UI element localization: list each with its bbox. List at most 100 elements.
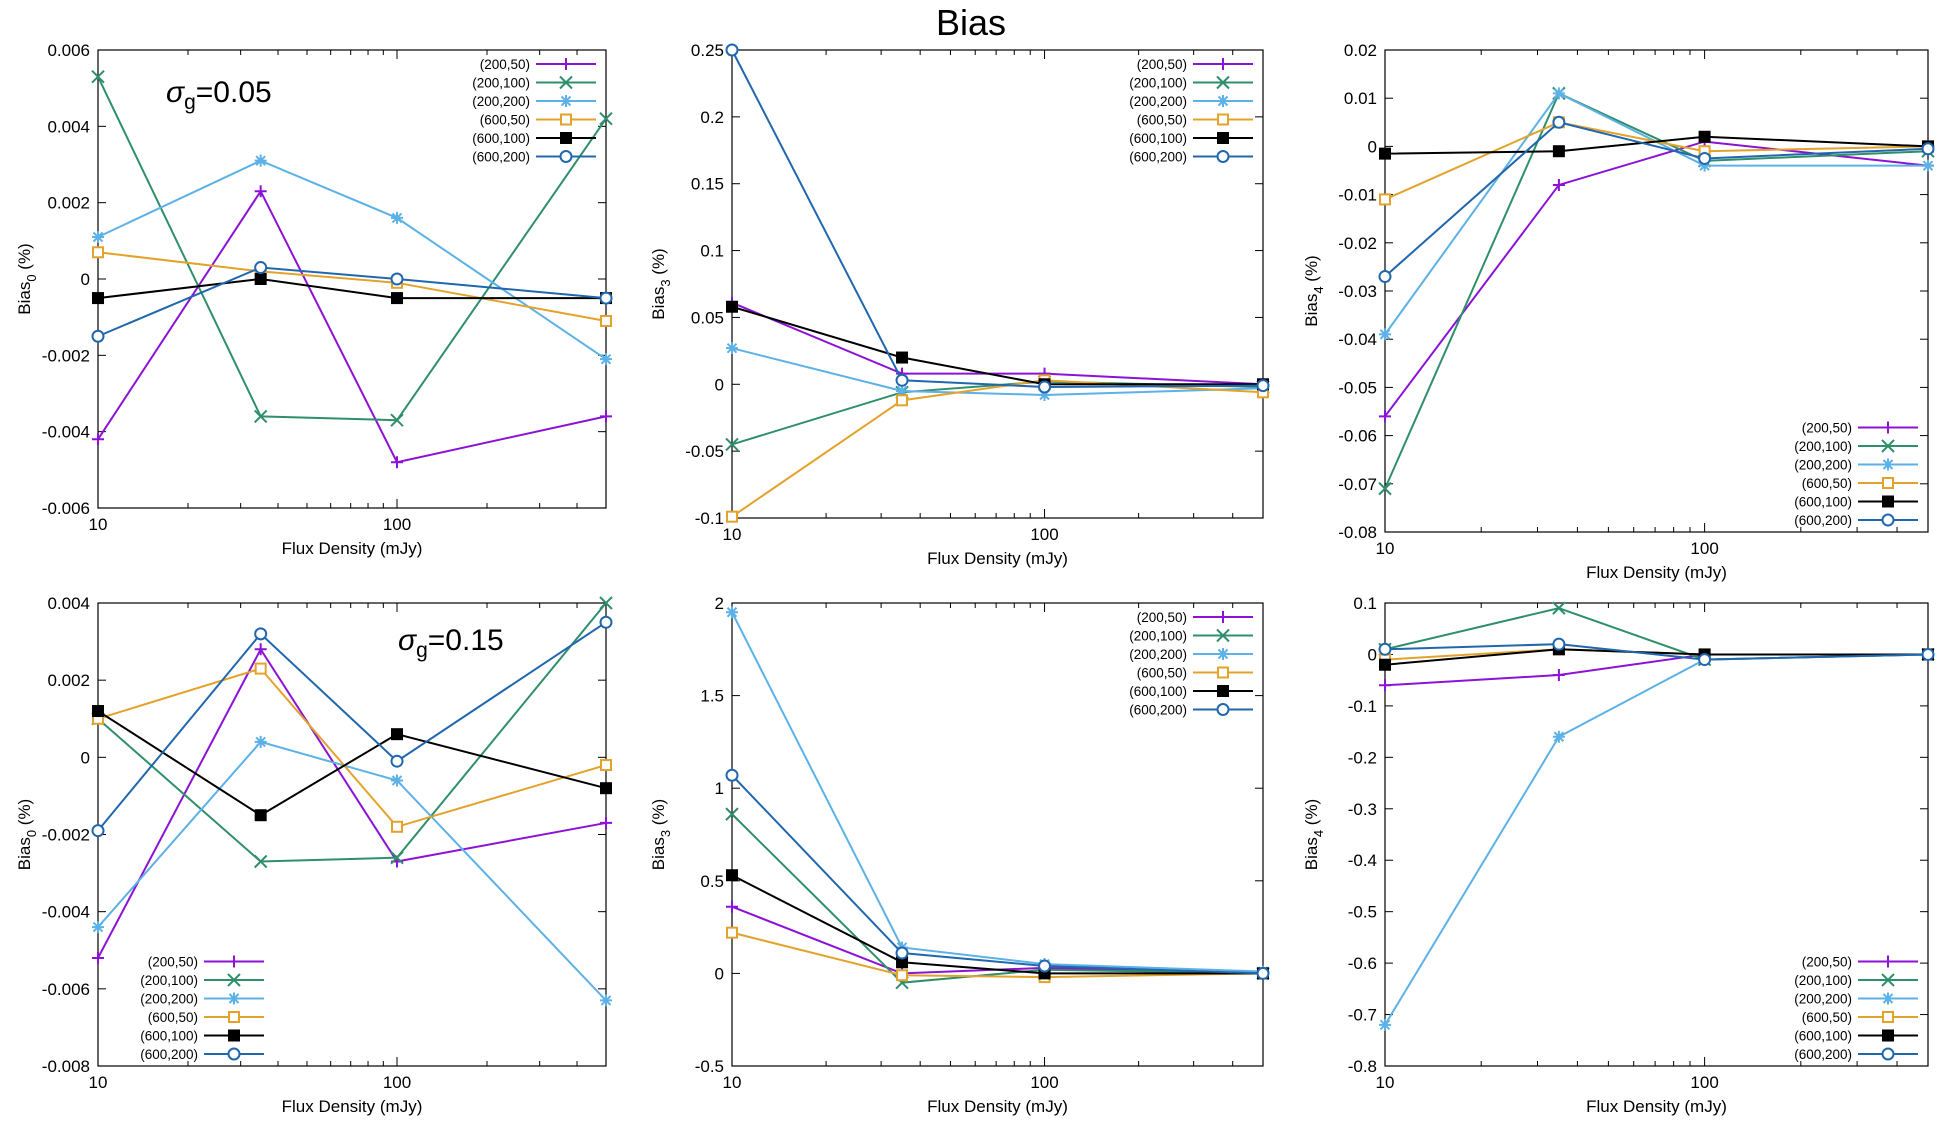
legend-label: (600,100)	[1129, 131, 1187, 146]
x-tick-label: 10	[723, 525, 742, 544]
x-axis-label: Flux Density (mJy)	[927, 549, 1068, 568]
data-point	[390, 413, 404, 427]
legend-marker	[560, 113, 572, 126]
data-point	[896, 351, 909, 364]
y-tick-label: 0.2	[700, 108, 724, 127]
series-200-50	[1379, 135, 1934, 423]
legend-label: (200,200)	[1794, 992, 1852, 1007]
y-tick-label: -0.6	[1348, 954, 1377, 973]
data-point	[254, 154, 267, 167]
sigma-annotation: σg=0.15	[398, 624, 504, 662]
y-tick-label: 0.1	[700, 242, 724, 261]
x-tick-label: 10	[89, 515, 108, 534]
x-axis-label: Flux Density (mJy)	[282, 539, 423, 558]
y-tick-label: -0.03	[1338, 282, 1377, 301]
y-axis-label: Bias4 (%)	[1302, 255, 1326, 326]
y-tick-label: -0.08	[1338, 523, 1377, 542]
x-tick-label: 100	[1030, 525, 1058, 544]
series-line	[731, 611, 1264, 973]
legend-label: (200,50)	[1802, 421, 1852, 436]
data-point	[1038, 380, 1052, 394]
y-tick-label: -0.2	[1348, 748, 1377, 767]
series-line	[97, 602, 607, 863]
series-line	[731, 301, 1264, 386]
legend-label: (200,200)	[1129, 94, 1187, 109]
plot-frame	[731, 602, 1264, 1067]
legend-marker	[1882, 955, 1894, 968]
data-point	[1552, 637, 1566, 651]
data-point	[725, 437, 739, 452]
series-line	[1384, 135, 1929, 155]
series-line	[97, 266, 607, 338]
y-tick-label: -0.1	[1348, 697, 1377, 716]
legend-label: (600,200)	[472, 150, 530, 165]
y-axis-label: Bias0 (%)	[15, 243, 39, 314]
data-point	[1552, 178, 1565, 191]
x-tick-label: 10	[89, 1073, 108, 1092]
y-tick-label: 0.15	[691, 175, 724, 194]
y-tick-label: -0.7	[1348, 1006, 1377, 1025]
legend-label: (200,100)	[140, 973, 198, 988]
data-point	[254, 809, 267, 822]
legend-label: (600,200)	[1794, 1047, 1852, 1062]
data-point	[895, 946, 909, 960]
data-point	[725, 807, 739, 821]
data-point	[390, 754, 404, 768]
y-tick-label: 0.1	[1353, 594, 1377, 613]
data-point	[1038, 388, 1051, 401]
legend-label: (600,50)	[1137, 666, 1187, 681]
y-tick-label: 1	[715, 779, 724, 798]
series-200-100	[91, 596, 613, 869]
series-line	[97, 667, 607, 828]
data-point	[254, 261, 268, 275]
legend-label: (200,200)	[1794, 458, 1852, 473]
x-tick-label: 100	[383, 1073, 411, 1092]
legend: (200,50) (200,100) (200,200) (600,50) (600,1…	[140, 955, 264, 1062]
legend-label: (600,100)	[1794, 495, 1852, 510]
data-point	[391, 728, 404, 741]
data-point	[599, 111, 613, 126]
legend-marker	[228, 1011, 240, 1023]
data-point	[253, 409, 268, 424]
legend-marker	[1882, 458, 1894, 471]
chart-panel-4: -0.008 -0.006 -0.004 -0.002 0 0.002 0.004 10 100…	[15, 594, 613, 1116]
series-line	[1384, 653, 1928, 687]
data-point	[1379, 679, 1391, 692]
data-point	[390, 272, 404, 286]
data-point	[1379, 658, 1391, 671]
series-line	[1384, 643, 1929, 661]
plot-frame	[731, 49, 1264, 519]
y-tick-label: -0.01	[1338, 186, 1377, 205]
legend-marker	[1217, 685, 1229, 697]
y-tick-label: -0.06	[1338, 427, 1377, 446]
y-tick-label: 0.02	[1344, 41, 1377, 60]
series-600-100	[92, 273, 612, 305]
y-tick-label: -0.3	[1348, 800, 1377, 819]
series-200-50	[92, 643, 612, 964]
legend-label: (200,100)	[1129, 629, 1187, 644]
series-600-200	[91, 261, 613, 343]
data-point	[1378, 270, 1392, 284]
series-line	[1384, 140, 1929, 417]
data-point	[599, 615, 613, 629]
legend-label: (200,200)	[1129, 647, 1187, 662]
y-tick-label: 0.004	[47, 594, 90, 613]
y-tick-label: -0.004	[42, 423, 90, 442]
y-tick-label: 0	[715, 375, 724, 394]
data-point	[1552, 669, 1565, 682]
y-tick-label: -0.002	[42, 346, 90, 365]
series-line	[1384, 121, 1929, 278]
legend-marker	[560, 58, 572, 70]
legend-marker	[1881, 1047, 1895, 1061]
legend-label: (200,50)	[1137, 610, 1187, 625]
x-tick-label: 10	[1376, 1073, 1395, 1092]
series-line	[97, 159, 607, 360]
legend-label: (600,100)	[1129, 684, 1187, 699]
sigma-annotation: σg=0.05	[166, 76, 272, 114]
legend-label: (200,100)	[1794, 439, 1852, 454]
legend-marker	[559, 150, 573, 163]
chart-panel-6: -0.8 -0.7 -0.6 -0.5 -0.4 -0.3 -0.2 -0.1 0 0.1 10 10…	[1302, 594, 1935, 1116]
data-point	[391, 774, 404, 787]
y-tick-label: 0.05	[691, 308, 724, 327]
data-point	[1256, 966, 1270, 980]
